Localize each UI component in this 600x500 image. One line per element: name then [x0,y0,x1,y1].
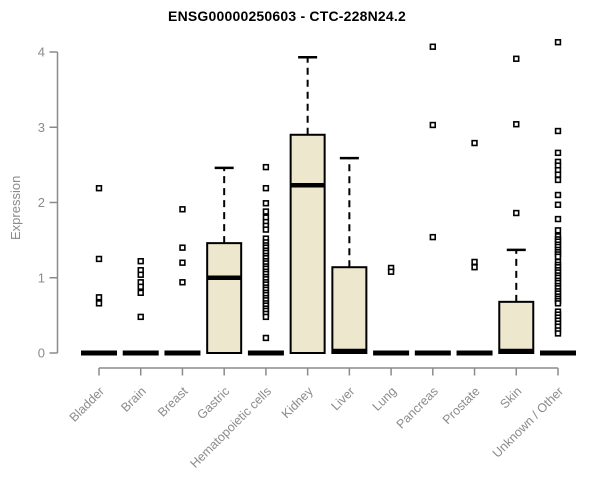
outlier-point [513,55,520,62]
x-tick-label: Bladder [67,384,107,424]
y-tick-label: 2 [38,195,45,210]
x-tick-label: Hematopoietic cells [187,384,274,471]
outlier-point [262,200,270,207]
outlier-point [262,313,270,321]
x-tick-label: Unknown / Other [490,384,566,460]
outlier-point [471,139,478,147]
outlier-point [554,300,562,307]
outlier-point [429,121,437,129]
x-tick-label: Lung [370,384,400,414]
outlier-point [429,43,437,50]
outlier-point [262,334,270,342]
outlier-point [554,215,562,223]
outlier-point [471,264,478,271]
box-iqr [498,300,535,354]
x-tick-label: Breast [155,384,191,420]
outlier-point [179,279,186,286]
outlier-point [137,271,144,278]
outlier-point [262,208,270,215]
outlier-point [95,185,103,192]
outlier-point [554,191,562,199]
x-tick-label: Brain [118,384,149,415]
outlier-point [95,294,103,301]
outlier-point [554,127,562,135]
zero-bar [81,350,117,356]
chart-title: ENSG00000250603 - CTC-228N24.2 [168,8,406,24]
x-tick-label: Pancreas [394,384,441,431]
x-tick-label: Prostate [440,384,483,427]
zero-bar [456,350,493,356]
zero-bar [247,350,284,356]
y-tick-label: 3 [38,120,45,135]
outlier-point [387,268,395,275]
outlier-point [471,258,478,266]
outlier-point [262,163,270,171]
outlier-point [137,289,144,296]
x-tick-label: Skin [497,384,524,411]
x-tick-label: Gastric [194,384,232,422]
outlier-point [429,233,437,241]
outlier-point [137,257,144,265]
zero-bar [414,350,451,356]
y-tick-label: 4 [38,45,45,60]
x-tick-label: Liver [328,384,357,413]
outlier-point [179,244,186,251]
y-tick-label: 1 [38,270,45,285]
outlier-point [513,121,520,128]
outlier-point [137,313,144,321]
zero-bar [373,350,410,356]
box-iqr [331,266,368,354]
y-tick-label: 0 [38,346,45,361]
outlier-point [554,149,562,157]
outlier-point [554,253,562,260]
outlier-point [513,209,520,217]
x-tick-label: Kidney [279,384,316,421]
outlier-point [179,259,186,266]
outlier-point [554,227,562,234]
zero-bar [122,350,159,356]
outlier-point [137,283,144,290]
outlier-point [262,226,270,233]
outlier-point [179,206,186,213]
zero-bar [539,350,576,356]
box-iqr [206,242,243,354]
outlier-point [554,176,562,184]
outlier-point [554,201,562,208]
outlier-point [262,185,270,192]
outlier-point [554,171,562,178]
zero-bar [164,350,201,356]
outlier-point [95,300,103,307]
outlier-point [554,330,562,337]
outlier-point [95,255,103,263]
outlier-point [554,39,562,46]
box-iqr [289,133,326,354]
